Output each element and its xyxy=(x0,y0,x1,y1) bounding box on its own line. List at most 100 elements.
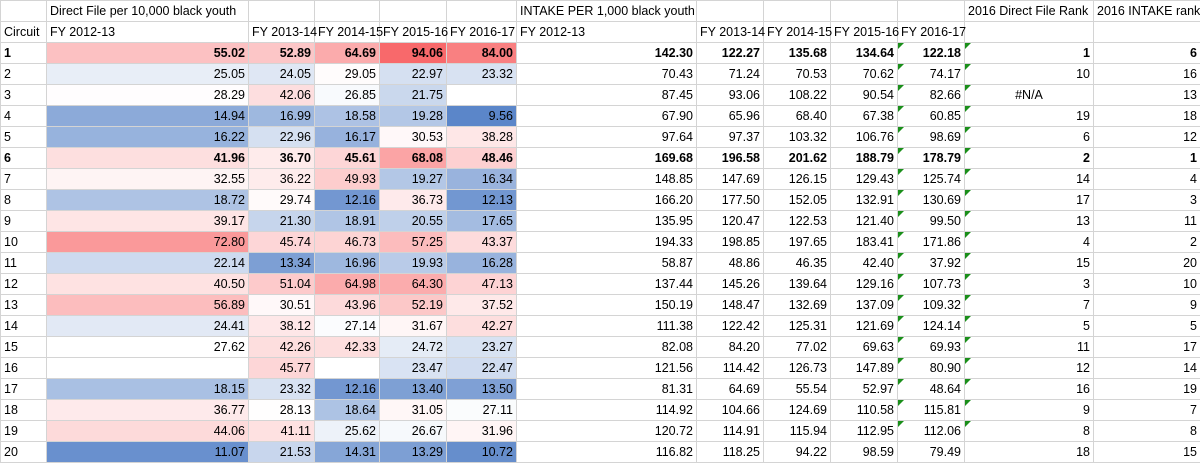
df-rank-cell[interactable]: 19 xyxy=(965,106,1094,127)
intake-rank-cell[interactable]: 11 xyxy=(1094,211,1200,232)
intake-rank-cell[interactable]: 15 xyxy=(1094,442,1200,463)
df-rank-cell[interactable]: 2 xyxy=(965,148,1094,169)
intake-cell[interactable]: 198.85 xyxy=(697,232,764,253)
cell-blank[interactable] xyxy=(831,1,898,22)
direct-file-cell[interactable]: 22.97 xyxy=(380,64,447,85)
direct-file-cell[interactable]: 14.94 xyxy=(47,106,249,127)
intake-cell[interactable]: 98.69 xyxy=(898,127,965,148)
intake-cell[interactable]: 166.20 xyxy=(517,190,697,211)
intake-cell[interactable]: 125.31 xyxy=(764,316,831,337)
direct-file-cell[interactable]: 24.05 xyxy=(249,64,315,85)
intake-cell[interactable]: 82.66 xyxy=(898,85,965,106)
intake-cell[interactable]: 139.64 xyxy=(764,274,831,295)
direct-file-cell[interactable]: 23.47 xyxy=(380,358,447,379)
cell-blank[interactable] xyxy=(249,1,315,22)
intake-cell[interactable]: 137.44 xyxy=(517,274,697,295)
df-rank-cell[interactable]: 17 xyxy=(965,190,1094,211)
intake-cell[interactable]: 74.17 xyxy=(898,64,965,85)
intake-cell[interactable]: 188.79 xyxy=(831,148,898,169)
direct-file-cell[interactable]: 36.77 xyxy=(47,400,249,421)
intake-cell[interactable]: 201.62 xyxy=(764,148,831,169)
intake-cell[interactable]: 114.42 xyxy=(697,358,764,379)
direct-file-cell[interactable]: 31.05 xyxy=(380,400,447,421)
circuit-cell[interactable]: 6 xyxy=(1,148,47,169)
direct-file-cell[interactable]: 45.61 xyxy=(315,148,380,169)
intake-cell[interactable]: 112.06 xyxy=(898,421,965,442)
direct-file-cell[interactable]: 45.77 xyxy=(249,358,315,379)
direct-file-cell[interactable]: 10.72 xyxy=(447,442,517,463)
direct-file-cell[interactable]: 32.55 xyxy=(47,169,249,190)
direct-file-cell[interactable]: 26.85 xyxy=(315,85,380,106)
direct-file-cell[interactable]: 64.98 xyxy=(315,274,380,295)
intake-cell[interactable]: 126.15 xyxy=(764,169,831,190)
circuit-cell[interactable]: 13 xyxy=(1,295,47,316)
intake-cell[interactable]: 114.92 xyxy=(517,400,697,421)
direct-file-cell[interactable]: 12.13 xyxy=(447,190,517,211)
intake-year-header[interactable]: FY 2013-14 xyxy=(697,22,764,43)
intake-cell[interactable]: 121.40 xyxy=(831,211,898,232)
direct-file-cell[interactable]: 41.11 xyxy=(249,421,315,442)
circuit-cell[interactable]: 4 xyxy=(1,106,47,127)
direct-file-cell[interactable]: 44.06 xyxy=(47,421,249,442)
intake-cell[interactable]: 147.89 xyxy=(831,358,898,379)
df-rank-cell[interactable]: 3 xyxy=(965,274,1094,295)
intake-rank-cell[interactable]: 10 xyxy=(1094,274,1200,295)
direct-file-cell[interactable]: 13.29 xyxy=(380,442,447,463)
circuit-header[interactable]: Circuit xyxy=(1,22,47,43)
intake-cell[interactable]: 148.47 xyxy=(697,295,764,316)
intake-cell[interactable]: 52.97 xyxy=(831,379,898,400)
direct-file-cell[interactable] xyxy=(315,358,380,379)
intake-cell[interactable]: 97.37 xyxy=(697,127,764,148)
cell-blank[interactable] xyxy=(315,1,380,22)
direct-file-cell[interactable]: 18.91 xyxy=(315,211,380,232)
intake-cell[interactable]: 114.91 xyxy=(697,421,764,442)
intake-rank-cell[interactable]: 1 xyxy=(1094,148,1200,169)
direct-file-cell[interactable]: 16.22 xyxy=(47,127,249,148)
direct-file-cell[interactable]: 36.70 xyxy=(249,148,315,169)
df-rank-cell[interactable]: 15 xyxy=(965,253,1094,274)
intake-rank-cell[interactable]: 5 xyxy=(1094,316,1200,337)
intake-cell[interactable]: 178.79 xyxy=(898,148,965,169)
direct-file-cell[interactable]: 21.75 xyxy=(380,85,447,106)
df-rank-cell[interactable]: 5 xyxy=(965,316,1094,337)
df-rank-cell[interactable]: 14 xyxy=(965,169,1094,190)
df-rank-cell[interactable]: 11 xyxy=(965,337,1094,358)
intake-rank-cell[interactable]: 19 xyxy=(1094,379,1200,400)
direct-file-cell[interactable]: 9.56 xyxy=(447,106,517,127)
intake-cell[interactable]: 129.43 xyxy=(831,169,898,190)
intake-rank-cell[interactable]: 6 xyxy=(1094,43,1200,64)
circuit-cell[interactable]: 1 xyxy=(1,43,47,64)
intake-cell[interactable]: 106.76 xyxy=(831,127,898,148)
direct-file-cell[interactable]: 29.74 xyxy=(249,190,315,211)
direct-file-cell[interactable]: 31.96 xyxy=(447,421,517,442)
circuit-cell[interactable]: 20 xyxy=(1,442,47,463)
intake-cell[interactable]: 122.42 xyxy=(697,316,764,337)
intake-cell[interactable]: 69.63 xyxy=(831,337,898,358)
intake-cell[interactable]: 130.69 xyxy=(898,190,965,211)
intake-rank-cell[interactable]: 14 xyxy=(1094,358,1200,379)
df-year-header[interactable]: FY 2012-13 xyxy=(47,22,249,43)
cell-blank[interactable] xyxy=(965,22,1094,43)
intake-cell[interactable]: 194.33 xyxy=(517,232,697,253)
intake-rank-cell[interactable]: 3 xyxy=(1094,190,1200,211)
direct-file-cell[interactable]: 20.55 xyxy=(380,211,447,232)
direct-file-cell[interactable]: 13.40 xyxy=(380,379,447,400)
direct-file-cell[interactable]: 19.28 xyxy=(380,106,447,127)
intake-cell[interactable]: 81.31 xyxy=(517,379,697,400)
df-rank-cell[interactable]: 12 xyxy=(965,358,1094,379)
direct-file-cell[interactable]: 22.14 xyxy=(47,253,249,274)
intake-cell[interactable]: 64.69 xyxy=(697,379,764,400)
intake-cell[interactable]: 115.81 xyxy=(898,400,965,421)
intake-cell[interactable]: 48.64 xyxy=(898,379,965,400)
intake-rank-cell[interactable]: 20 xyxy=(1094,253,1200,274)
intake-cell[interactable]: 169.68 xyxy=(517,148,697,169)
intake-cell[interactable]: 108.22 xyxy=(764,85,831,106)
intake-cell[interactable]: 132.69 xyxy=(764,295,831,316)
direct-file-cell[interactable]: 27.14 xyxy=(315,316,380,337)
intake-cell[interactable]: 80.90 xyxy=(898,358,965,379)
direct-file-cell[interactable]: 43.96 xyxy=(315,295,380,316)
direct-file-cell[interactable]: 12.16 xyxy=(315,190,380,211)
direct-file-cell[interactable]: 18.72 xyxy=(47,190,249,211)
intake-cell[interactable]: 120.47 xyxy=(697,211,764,232)
circuit-cell[interactable]: 19 xyxy=(1,421,47,442)
